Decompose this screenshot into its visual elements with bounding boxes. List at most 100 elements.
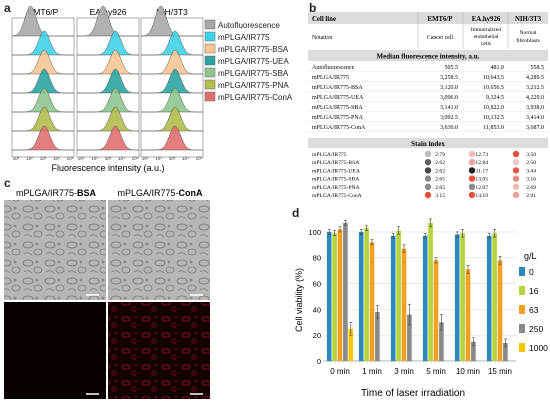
notation-cell: Normal <box>519 30 537 36</box>
stain-value: 2.79 <box>435 152 445 158</box>
legend-swatch <box>204 67 216 78</box>
panel-letter-b: b <box>309 1 317 15</box>
mfi-value: 10,132.5 <box>483 115 504 121</box>
micro-label-right-bold: ConA <box>179 188 203 198</box>
x-tick-label: 10 min <box>456 367 480 376</box>
x-axis-label: Time of laser irradiation <box>361 388 465 399</box>
panel-a-histograms: EMT6/P EA.hy926 NIH/3T3 10¹ 10² 10³ 10⁴ 10⁵ 1… <box>11 5 293 173</box>
micro-label-left-bold: BSA <box>77 188 97 198</box>
row-label: mPLGA/IR775-BSA <box>312 160 359 166</box>
bar <box>407 314 412 361</box>
legend-d: 0 16 63 250 1000 <box>519 267 548 353</box>
legend-a: Autofluorescence mPLGA/IR775 mPLGA/IR775-B… <box>204 19 293 102</box>
brightfield-bsa <box>4 200 106 300</box>
stain-indicator <box>424 191 432 199</box>
stain-value: 2.65 <box>435 185 445 191</box>
stain-indicator <box>512 175 520 182</box>
error-bar <box>461 229 465 238</box>
histogram-curve <box>141 125 203 151</box>
mfi-value: 3,096.0 <box>440 95 458 101</box>
row-label: Autofluorescence <box>312 64 355 71</box>
error-bar <box>439 314 443 331</box>
histogram-curve <box>141 87 203 113</box>
legend-label: 63 <box>529 305 539 315</box>
svg-text:mPLGA/IR775-ConA: mPLGA/IR775-ConA <box>117 188 203 198</box>
x-tick-label: 5 min <box>426 367 446 376</box>
y-tick-label: 100 <box>308 228 321 237</box>
notation-cell: cells <box>481 41 491 47</box>
stain-indicator <box>468 167 476 174</box>
histogram-curve <box>141 30 203 56</box>
notation-cell: Immortalized <box>471 27 501 33</box>
bar <box>369 242 375 361</box>
micro-label-right-prefix: mPLGA/IR775- <box>117 188 178 198</box>
row-label: mPLGA/IR775-PNA <box>312 115 364 121</box>
mfi-value: 481.0 <box>491 65 505 71</box>
bar <box>375 311 380 361</box>
panel-d-chart: Cell viability (%) 0 20 40 60 80 100 0 min 1 m… <box>294 218 548 399</box>
histogram-curve <box>12 49 74 75</box>
notation-cell: fibroblasts <box>516 37 540 44</box>
tick-label: 10⁵ <box>67 156 74 161</box>
error-bar <box>407 303 411 326</box>
stain-value: 2.62 <box>435 168 445 174</box>
legend-label: mPLGA/IR775-BSA <box>218 45 289 54</box>
mfi-value: 10,822.0 <box>483 105 504 111</box>
mfi-value: 505.5 <box>445 65 459 71</box>
tick-label: 10³ <box>169 156 176 161</box>
error-bar <box>375 305 379 319</box>
tick-label: 10² <box>26 156 33 161</box>
error-bar <box>429 218 433 228</box>
bar <box>358 231 364 361</box>
stain-value: 2.62 <box>435 160 445 166</box>
error-bar <box>349 321 353 336</box>
svg-text:mPLGA/IR775-BSA: mPLGA/IR775-BSA <box>16 188 97 198</box>
table-header: EMT6/P <box>428 16 453 23</box>
mfi-value: 3,258.5 <box>440 75 458 81</box>
mfi-value: 558.5 <box>531 65 545 71</box>
histogram-curve <box>141 68 203 94</box>
y-tick-label: 40 <box>313 305 321 314</box>
bar <box>454 234 460 361</box>
histogram-stack <box>11 5 204 158</box>
tick-label: 10¹ <box>13 156 20 161</box>
error-bar <box>333 230 337 237</box>
bar <box>428 222 433 361</box>
legend-label: Autofluorescence <box>218 21 280 30</box>
fluorescence-cona <box>108 302 210 399</box>
error-bar <box>503 338 507 348</box>
legend-label: mPLGA/IR775-PNA <box>218 81 289 90</box>
histogram-curve <box>141 49 203 75</box>
y-tick-label: 80 <box>313 254 321 263</box>
stain-indicator <box>512 183 520 190</box>
stain-value: 14.19 <box>475 193 488 199</box>
error-bar <box>493 229 497 238</box>
mfi-value: 3,938.0 <box>526 105 544 111</box>
error-bar <box>327 229 331 235</box>
stain-value: 3.16 <box>526 177 536 183</box>
legend-label: mPLGA/IR775 <box>218 33 270 42</box>
bar <box>471 341 476 361</box>
error-bar <box>359 229 363 235</box>
legend-swatch <box>204 91 216 102</box>
legend-swatch <box>204 79 216 90</box>
mfi-value: 3,630.0 <box>440 125 458 131</box>
stain-value: 13.05 <box>475 177 488 183</box>
stain-indicator <box>512 167 520 174</box>
bar <box>486 235 492 361</box>
stain-value: 11.17 <box>476 168 489 174</box>
stain-value: 2.65 <box>435 177 445 183</box>
mfi-value: 4,229.0 <box>526 95 544 101</box>
histogram-curve <box>12 125 74 151</box>
histogram-curve <box>12 30 74 56</box>
error-bar <box>487 232 491 239</box>
y-tick-label: 20 <box>313 331 321 340</box>
histogram-curve <box>77 49 139 75</box>
mfi-rows: Autofluorescence 505.5 481.0 558.5 mPLGA/IR7… <box>308 64 548 132</box>
mfi-value: 3,092.5 <box>440 115 458 121</box>
x-tick-labels: 10¹ 10² 10³ 10⁴ 10⁵ 10¹ 10² 10³ 10⁴ 10⁵ 10¹ 10² 10³ 1… <box>13 156 203 161</box>
error-bar <box>455 231 459 238</box>
mfi-value: 3,414.0 <box>526 115 544 121</box>
bars <box>326 218 508 361</box>
